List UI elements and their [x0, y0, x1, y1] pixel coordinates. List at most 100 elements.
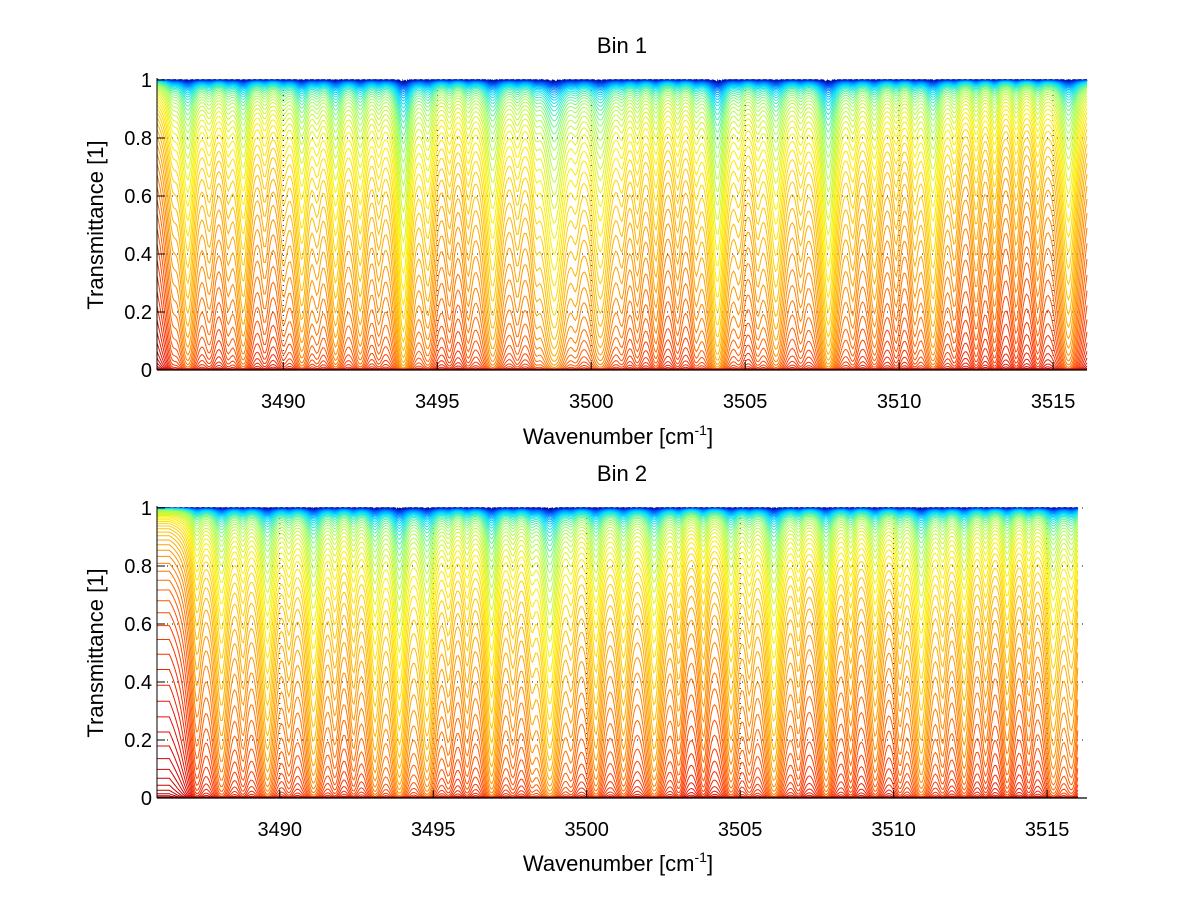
series-line-16 [157, 508, 1079, 525]
y-ticks: 0 0.2 0.4 0.6 0.8 1 [124, 70, 165, 382]
series-line-20 [157, 508, 1079, 537]
series-line-45 [157, 555, 1079, 795]
series-line-39 [156, 117, 1088, 343]
series-line-36 [156, 104, 1088, 307]
series-line-31 [156, 91, 1088, 229]
series-line-24 [156, 83, 1088, 145]
series-line-26 [156, 85, 1088, 164]
x-ticks: 3490 3495 3500 3505 3510 3515 [261, 362, 1075, 413]
series-line-36 [157, 521, 1079, 705]
x-tick-label: 3510 [877, 391, 922, 413]
series-line-37 [156, 108, 1088, 321]
series-line-20 [156, 81, 1088, 118]
series-line-15 [156, 80, 1088, 99]
series-line-47 [156, 186, 1088, 370]
series-line-33 [157, 516, 1079, 658]
series-line-25 [156, 84, 1088, 154]
series-line-22 [157, 509, 1079, 547]
x-axis-label: Wavenumber [cm-1] [523, 849, 713, 876]
series-group [156, 78, 1088, 370]
series-line-48 [156, 199, 1088, 370]
series-line-43 [156, 144, 1088, 367]
series-line-43 [157, 544, 1079, 787]
y-tick-label: 0.4 [124, 672, 152, 694]
series-line-46 [157, 562, 1079, 797]
series-line-28 [157, 511, 1079, 593]
x-tick-label: 3495 [411, 819, 456, 841]
series-line-30 [157, 513, 1079, 616]
series-line-13 [157, 507, 1078, 519]
series-line-35 [156, 100, 1088, 292]
series-line-40 [157, 531, 1079, 762]
series-line-22 [156, 82, 1088, 130]
series-line-50 [157, 600, 1079, 798]
x-tick-label: 3515 [1031, 391, 1076, 413]
series-line-44 [156, 153, 1088, 369]
series-line-18 [157, 508, 1079, 530]
x-tick-label: 3510 [871, 819, 916, 841]
series-line-47 [157, 570, 1079, 798]
series-line-14 [157, 508, 1078, 521]
series-line-38 [157, 525, 1079, 736]
series-line-24 [157, 509, 1079, 559]
x-tick-label: 3490 [258, 819, 303, 841]
series-line-46 [156, 174, 1088, 370]
x-tick-label: 3490 [261, 391, 306, 413]
series-line-42 [156, 136, 1088, 364]
series-line-34 [157, 517, 1079, 673]
series-line-21 [156, 82, 1088, 124]
plot-title: Bin 1 [597, 33, 647, 58]
series-line-29 [157, 512, 1079, 604]
series-line-41 [157, 535, 1079, 772]
series-line-35 [157, 519, 1079, 689]
y-tick-label: 0.2 [124, 302, 152, 324]
series-line-19 [156, 81, 1088, 113]
series-line-39 [157, 528, 1079, 749]
series-line-25 [157, 510, 1079, 566]
series-group [156, 506, 1079, 798]
plot-title: Bin 2 [597, 461, 647, 486]
x-tick-label: 3495 [415, 391, 460, 413]
series-line-17 [156, 81, 1088, 105]
axes [156, 506, 1087, 799]
x-tick-label: 3500 [569, 391, 614, 413]
y-tick-label: 1 [141, 70, 152, 92]
x-tick-label: 3505 [723, 391, 768, 413]
series-line-23 [157, 509, 1079, 552]
series-line-18 [156, 81, 1088, 109]
series-line-51 [157, 612, 1079, 798]
series-line-17 [157, 508, 1079, 527]
y-tick-label: 0.8 [124, 556, 152, 578]
series-line-27 [157, 511, 1079, 583]
x-tick-label: 3515 [1025, 819, 1070, 841]
series-line-16 [156, 80, 1088, 102]
subplot-bin-2: Bin 2 0 0.2 0.4 0.6 0.8 1 3490 3495 3500 3505 351… [83, 461, 1087, 876]
x-tick-label: 3505 [718, 819, 763, 841]
series-line-28 [156, 87, 1088, 187]
series-line-31 [157, 514, 1079, 629]
y-tick-label: 0 [141, 360, 152, 382]
x-tick-label: 3500 [564, 819, 609, 841]
subplot-bin-1: Bin 1 0 0.2 0.4 0.6 0.8 1 3490 3495 3500 3505 351… [83, 33, 1088, 449]
y-tick-label: 0.4 [124, 244, 152, 266]
x-axis-label: Wavenumber [cm-1] [523, 422, 713, 449]
series-line-26 [157, 510, 1079, 574]
series-line-33 [156, 95, 1088, 258]
series-line-14 [157, 80, 1088, 97]
series-line-44 [157, 549, 1079, 792]
y-ticks: 0 0.2 0.4 0.6 0.8 1 [124, 498, 165, 810]
x-ticks: 3490 3495 3500 3505 3510 3515 [258, 790, 1070, 841]
series-line-38 [156, 112, 1088, 333]
series-line-32 [156, 93, 1088, 244]
axes [156, 78, 1087, 371]
y-axis-label: Transmittance [1] [83, 140, 108, 309]
series-line-48 [157, 579, 1079, 798]
series-line-34 [156, 98, 1088, 274]
y-tick-label: 0.6 [124, 186, 152, 208]
y-tick-label: 0 [141, 788, 152, 810]
series-line-30 [156, 89, 1088, 214]
series-line-37 [157, 523, 1079, 721]
series-line-29 [156, 88, 1088, 200]
y-axis-label: Transmittance [1] [83, 568, 108, 737]
